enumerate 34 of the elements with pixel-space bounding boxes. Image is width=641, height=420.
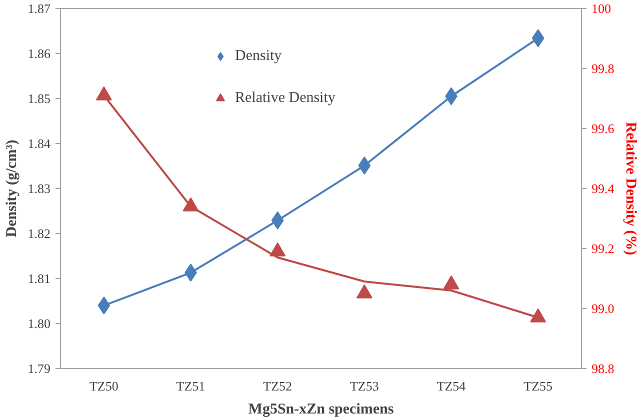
point	[443, 275, 460, 290]
x-axis-title: Mg5Sn-xZn specimens	[248, 402, 394, 418]
y2-tick-label: 99.0	[592, 301, 614, 316]
point	[356, 284, 372, 298]
x-tick-label: TZ50	[89, 378, 118, 394]
point	[96, 86, 112, 100]
y-tick-label: 1.82	[28, 226, 50, 241]
x-tick-label: TZ51	[176, 378, 206, 394]
y-tick-label: 1.79	[28, 361, 50, 376]
y2-tick-label: 99.8	[592, 61, 614, 76]
y2-tick-label: 99.6	[592, 121, 615, 136]
y-tick-label: 1.85	[28, 91, 50, 106]
y-tick-label: 1.83	[28, 181, 50, 196]
point	[270, 242, 286, 256]
y-tick-label: 1.84	[28, 136, 51, 151]
legend-label: Relative Density	[235, 90, 336, 106]
y-tick-label: 1.80	[28, 316, 50, 331]
y-tick-label: 1.87	[28, 1, 51, 16]
x-tick-label: TZ54	[436, 378, 466, 394]
y2-tick-label: 100	[592, 1, 611, 16]
y2-tick-label: 99.2	[592, 241, 614, 256]
x-tick-label: TZ52	[263, 378, 292, 394]
y2-tick-label: 98.8	[592, 361, 614, 376]
point	[532, 29, 544, 48]
y2-axis-title: Relative Density (%)	[622, 122, 638, 256]
y2-tick-label: 99.4	[592, 181, 615, 196]
point	[530, 308, 546, 322]
y-tick-label: 1.86	[28, 46, 51, 61]
y-axis-title: Density (g/cm³)	[4, 140, 20, 238]
y-tick-label: 1.81	[28, 271, 50, 286]
legend-label: Density	[235, 48, 282, 64]
x-tick-label: TZ55	[524, 378, 553, 394]
point	[98, 296, 110, 314]
x-tick-label: TZ53	[350, 378, 379, 394]
